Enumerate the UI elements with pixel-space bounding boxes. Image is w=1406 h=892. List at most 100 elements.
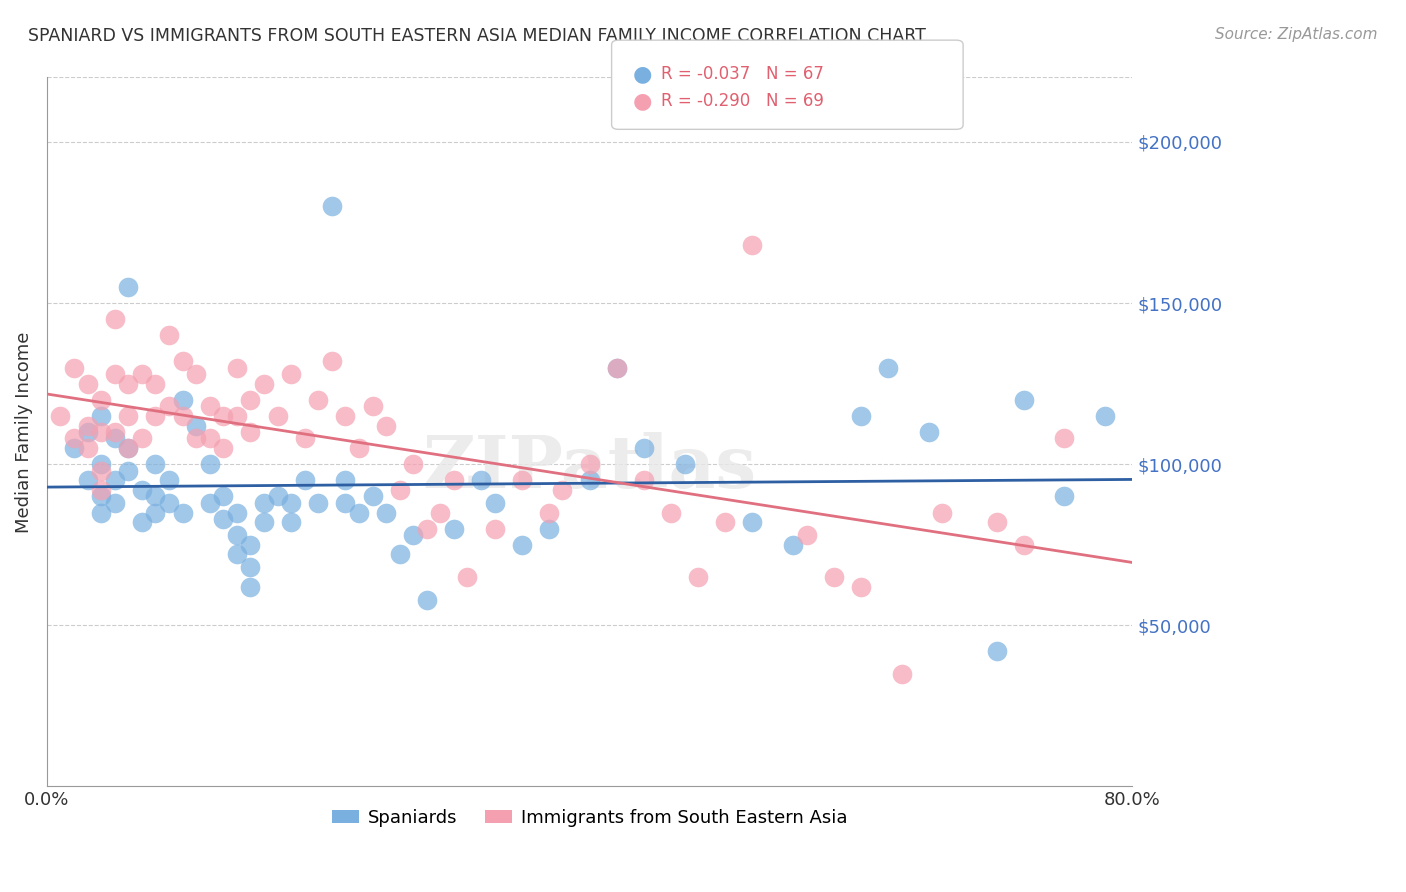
Point [90, 483, 112, 497]
Point [633, 441, 655, 455]
Point [1012, 538, 1035, 552]
Point [198, 457, 221, 471]
Point [456, 570, 478, 584]
Point [117, 441, 139, 455]
Point [633, 473, 655, 487]
Point [212, 409, 235, 423]
Point [63, 431, 86, 445]
Point [90, 490, 112, 504]
Point [253, 496, 276, 510]
Point [849, 409, 872, 423]
Point [172, 354, 194, 368]
Point [673, 457, 696, 471]
Point [184, 418, 207, 433]
Point [606, 360, 628, 375]
Text: Source: ZipAtlas.com: Source: ZipAtlas.com [1215, 27, 1378, 42]
Point [1053, 490, 1076, 504]
Point [416, 522, 439, 536]
Point [131, 483, 153, 497]
Point [375, 418, 398, 433]
Point [1012, 392, 1035, 407]
Point [484, 496, 506, 510]
Point [294, 431, 316, 445]
Point [157, 328, 180, 343]
Point [578, 457, 600, 471]
Point [741, 515, 763, 529]
Point [537, 522, 560, 536]
Point [347, 506, 370, 520]
Point [212, 490, 235, 504]
Point [76, 425, 98, 439]
Point [266, 490, 288, 504]
Point [266, 409, 288, 423]
Point [198, 399, 221, 413]
Point [157, 496, 180, 510]
Point [172, 409, 194, 423]
Point [104, 473, 127, 487]
Point [104, 431, 127, 445]
Point [172, 506, 194, 520]
Legend: Spaniards, Immigrants from South Eastern Asia: Spaniards, Immigrants from South Eastern… [325, 802, 855, 834]
Point [1053, 431, 1076, 445]
Point [375, 506, 398, 520]
Point [90, 506, 112, 520]
Point [307, 496, 329, 510]
Point [225, 548, 247, 562]
Point [335, 409, 357, 423]
Point [184, 431, 207, 445]
Point [986, 644, 1008, 658]
Point [198, 431, 221, 445]
Point [117, 376, 139, 391]
Point [484, 522, 506, 536]
Point [849, 580, 872, 594]
Point [931, 506, 953, 520]
Point [76, 441, 98, 455]
Point [76, 473, 98, 487]
Text: ●: ● [633, 64, 652, 84]
Point [537, 506, 560, 520]
Point [145, 490, 167, 504]
Point [104, 496, 127, 510]
Point [688, 570, 710, 584]
Point [578, 473, 600, 487]
Text: R = -0.290   N = 69: R = -0.290 N = 69 [661, 92, 824, 110]
Point [606, 360, 628, 375]
Text: SPANIARD VS IMMIGRANTS FROM SOUTH EASTERN ASIA MEDIAN FAMILY INCOME CORRELATION : SPANIARD VS IMMIGRANTS FROM SOUTH EASTER… [28, 27, 927, 45]
Y-axis label: Median Family Income: Median Family Income [15, 331, 32, 533]
Point [321, 354, 343, 368]
Point [416, 592, 439, 607]
Point [131, 431, 153, 445]
Text: R = -0.037   N = 67: R = -0.037 N = 67 [661, 65, 824, 83]
Point [157, 399, 180, 413]
Point [90, 425, 112, 439]
Point [76, 418, 98, 433]
Point [335, 473, 357, 487]
Point [877, 360, 900, 375]
Point [443, 522, 465, 536]
Point [823, 570, 845, 584]
Point [796, 528, 818, 542]
Point [280, 496, 302, 510]
Point [104, 367, 127, 381]
Point [49, 409, 72, 423]
Point [117, 409, 139, 423]
Point [225, 409, 247, 423]
Point [239, 425, 262, 439]
Point [782, 538, 804, 552]
Point [986, 515, 1008, 529]
Point [470, 473, 492, 487]
Point [145, 409, 167, 423]
Point [294, 473, 316, 487]
Point [184, 367, 207, 381]
Point [145, 506, 167, 520]
Point [321, 199, 343, 213]
Point [239, 392, 262, 407]
Text: ZIPatlas: ZIPatlas [423, 432, 756, 503]
Point [388, 548, 411, 562]
Point [225, 360, 247, 375]
Point [402, 528, 425, 542]
Point [510, 473, 533, 487]
Point [117, 441, 139, 455]
Point [117, 280, 139, 294]
Point [347, 441, 370, 455]
